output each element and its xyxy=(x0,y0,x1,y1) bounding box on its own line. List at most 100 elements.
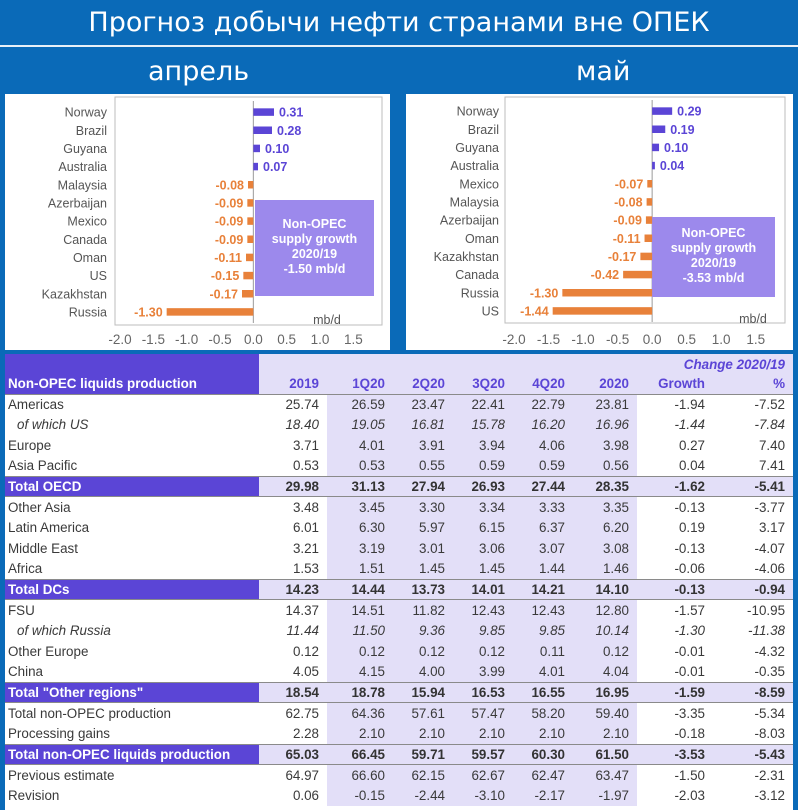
table-row: Revision 0.06 -0.15 -2.44 -3.10 -2.17 -1.97 -2.… xyxy=(5,785,793,806)
table-cell: -2.31 xyxy=(713,764,794,786)
table-row: Other Europe 0.12 0.12 0.12 0.12 0.11 0.12 -0.0… xyxy=(5,641,793,662)
table-cell: 60.30 xyxy=(513,743,573,765)
header-blank xyxy=(513,354,573,374)
table-cell: 66.45 xyxy=(327,743,393,765)
table-cell: 3.34 xyxy=(453,496,513,518)
table-cell: 3.30 xyxy=(393,496,453,518)
bar-azerbaijan xyxy=(645,216,653,224)
table-row: Other Asia 3.48 3.45 3.30 3.34 3.33 3.35 -0.13-… xyxy=(5,496,794,518)
table-row: Americas 25.74 26.59 23.47 22.41 22.79 23.81 -1… xyxy=(5,393,794,415)
table-cell: 4.01 xyxy=(513,661,573,683)
annotation-box xyxy=(652,217,775,297)
table-cell: 3.98 xyxy=(573,435,637,456)
table-cell: 0.53 xyxy=(327,455,393,477)
data-label: -0.17 xyxy=(210,287,239,301)
x-tick-label: 0.0 xyxy=(244,332,263,347)
table-cell: 12.43 xyxy=(453,599,513,621)
table-cell: 2.28 xyxy=(292,726,319,742)
table-cell: 0.12 xyxy=(573,641,637,662)
data-label: -0.09 xyxy=(613,214,642,228)
bar-azerbaijan xyxy=(247,199,254,207)
table-cell: 3.06 xyxy=(453,538,513,559)
table-cell: 0.12 xyxy=(453,641,513,662)
table-cell: 63.47 xyxy=(573,764,637,786)
table-cell: -4.06 xyxy=(754,561,786,577)
table-cell: 1.53 xyxy=(292,561,319,577)
table-cell: 22.79 xyxy=(513,393,573,415)
table-cell: 3.17 xyxy=(758,520,786,536)
category-label: Kazakhstan xyxy=(434,250,499,264)
table-cell: 3.35 xyxy=(573,496,637,518)
category-label: Kazakhstan xyxy=(42,287,107,301)
table-cell: -1.30 xyxy=(674,623,705,639)
data-label: -0.42 xyxy=(591,268,620,282)
data-label: 0.29 xyxy=(677,105,701,119)
table-cell: -7.52 xyxy=(713,393,794,415)
category-label: Brazil xyxy=(76,124,107,138)
table-total-row: Total OECD 29.98 31.13 27.94 26.93 27.44 28.35… xyxy=(5,475,794,497)
table-cell: -3.10 xyxy=(453,785,513,806)
row-label: FSU xyxy=(5,599,259,621)
category-label: Mexico xyxy=(459,177,499,191)
table-cell: 62.15 xyxy=(393,764,453,786)
category-label: US xyxy=(90,269,107,283)
table-cell: 27.94 xyxy=(393,475,453,497)
data-label: -0.09 xyxy=(215,233,244,247)
data-label: -0.07 xyxy=(615,177,644,191)
table-cell: 0.19 xyxy=(678,520,705,536)
column-header: 3Q20 xyxy=(453,374,513,394)
x-tick-label: 1.5 xyxy=(344,332,363,347)
bar-norway xyxy=(253,108,274,116)
table-cell: -3.35 xyxy=(637,702,713,724)
x-tick-label: -0.5 xyxy=(606,332,629,347)
table-cell: -0.13 xyxy=(637,578,713,600)
data-label: 0.07 xyxy=(263,160,287,174)
table-cell: 0.27 xyxy=(678,437,705,453)
row-label: of which Russia xyxy=(17,623,111,639)
table-cell: 1.44 xyxy=(513,558,573,580)
bar-mexico xyxy=(247,217,254,225)
data-label: -1.44 xyxy=(520,304,549,318)
bar-mexico xyxy=(647,180,653,188)
table-cell: 6.37 xyxy=(513,517,573,539)
category-label: Guyana xyxy=(455,141,499,155)
x-tick-label: -0.5 xyxy=(208,332,231,347)
table-cell: 65.03 xyxy=(259,743,327,765)
x-tick-label: 0.5 xyxy=(677,332,696,347)
table-cell: 5.97 xyxy=(393,517,453,539)
category-label: Russia xyxy=(461,286,499,300)
table-cell: 57.61 xyxy=(393,702,453,724)
row-label: Total "Other regions" xyxy=(5,681,259,703)
table-cell: -2.44 xyxy=(393,785,453,806)
column-header: 2Q20 xyxy=(393,374,453,394)
table-cell: 14.10 xyxy=(573,578,637,600)
table-row: China 4.05 4.15 4.00 3.99 4.01 4.04 -0.01 -0.35 xyxy=(5,661,793,683)
table-row: Middle East 3.21 3.19 3.01 3.06 3.07 3.08 -0.13… xyxy=(5,538,793,559)
table-cell: 4.15 xyxy=(327,661,393,683)
table-cell: 0.59 xyxy=(513,455,573,477)
table-cell: 4.00 xyxy=(393,661,453,683)
table-cell: 57.47 xyxy=(453,702,513,724)
data-label: 0.19 xyxy=(670,123,694,137)
table-cell: 18.78 xyxy=(327,681,393,703)
bar-australia xyxy=(652,161,655,170)
x-tick-label: -1.0 xyxy=(571,332,594,347)
table-cell: 16.55 xyxy=(513,681,573,703)
category-label: Australia xyxy=(58,160,107,174)
table-cell: 3.99 xyxy=(453,661,513,683)
table-cell: 2.10 xyxy=(513,723,573,745)
chart-panel-may: Non-OPEC supply growth 2020/19 -3.53 mb/d No… xyxy=(406,94,793,350)
table-cell: 2.10 xyxy=(327,723,393,745)
bar-australia xyxy=(253,162,258,171)
table-cell: 2.10 xyxy=(393,723,453,745)
x-tick-label: -1.0 xyxy=(175,332,198,347)
table-cell: 18.40 xyxy=(285,417,319,433)
table-cell: 28.35 xyxy=(573,475,637,497)
row-label: Total DCs xyxy=(5,578,259,600)
bar-oman xyxy=(246,253,254,262)
data-label: -0.11 xyxy=(613,232,641,246)
bar-guyana xyxy=(652,143,660,152)
table-total-row: Total non-OPEC liquids production 65.03 66… xyxy=(5,743,794,765)
